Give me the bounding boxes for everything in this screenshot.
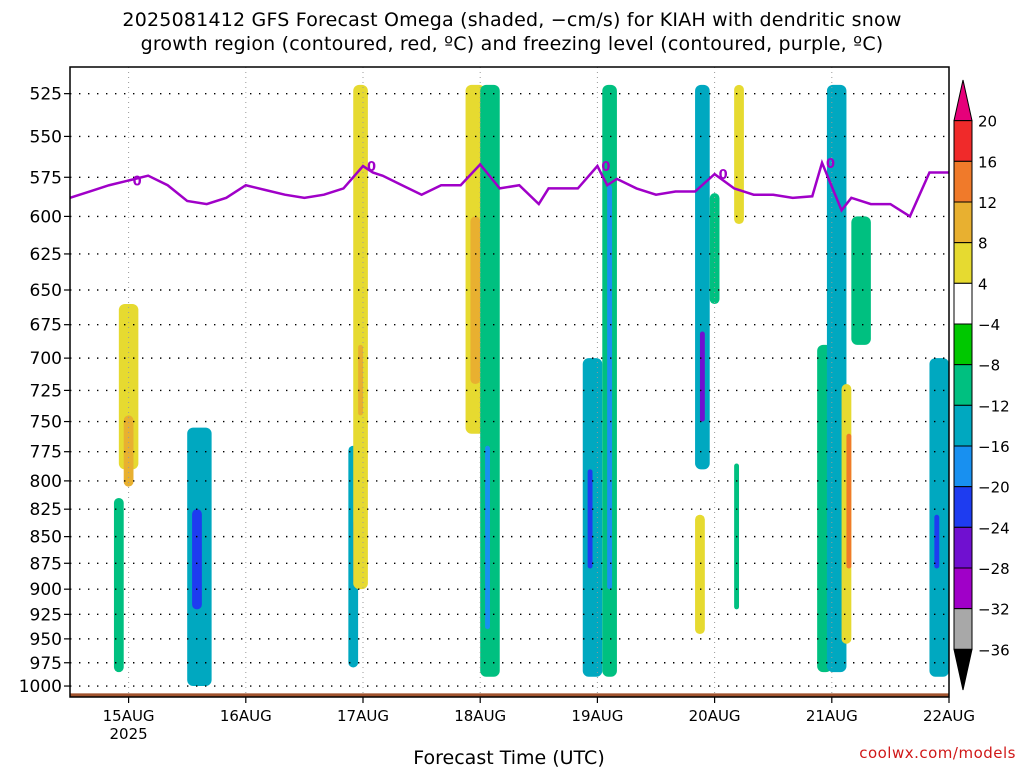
freezing-level-labels: 0 0 0 0 0 — [133, 157, 835, 190]
colorbar-segment — [953, 120, 973, 162]
x-tick-label: 16AUG — [220, 707, 272, 725]
omega-region — [699, 331, 705, 422]
colorbar-segment — [953, 526, 973, 569]
x-tick-label: 21AUG — [806, 707, 858, 725]
y-tick-label: 925 — [30, 605, 62, 625]
y-tick-label: 825 — [30, 500, 62, 520]
omega-region — [846, 433, 852, 569]
colorbar-segment — [953, 648, 973, 691]
colorbar-segment — [953, 79, 973, 122]
omega-region — [587, 469, 593, 569]
freezing-level-line — [69, 159, 949, 219]
colorbar: 20 16 12 8 4 −4 −8 −12 −16 −20 −24 −28 −32 −36 — [953, 79, 1010, 691]
colorbar-label: −16 — [978, 438, 1010, 456]
plot-frame — [69, 66, 950, 698]
y-tick-label: 575 — [30, 168, 62, 188]
colorbar-label: −4 — [978, 316, 1000, 334]
colorbar-segment — [953, 608, 973, 650]
colorbar-segment — [953, 445, 973, 488]
y-tick-label: 875 — [30, 554, 62, 574]
colorbar-label: 4 — [978, 275, 988, 293]
colorbar-label: 20 — [978, 113, 997, 131]
chart-title-line-1: 2025081412 GFS Forecast Omega (shaded, −… — [122, 9, 902, 31]
colorbar-segment — [953, 160, 973, 203]
colorbar-label: −8 — [978, 357, 1000, 375]
freezing-level-label: 0 — [133, 174, 142, 189]
x-tick-label: 17AUG — [337, 707, 389, 725]
colorbar-label: −20 — [978, 479, 1010, 497]
y-tick-label: 750 — [30, 413, 62, 433]
omega-region — [353, 84, 368, 590]
colorbar-segment — [953, 323, 973, 366]
source-watermark: coolwx.com/models — [859, 744, 1016, 762]
omega-region — [113, 497, 124, 673]
y-tick-label: 850 — [30, 528, 62, 548]
colorbar-segment — [953, 282, 973, 325]
colorbar-segment — [953, 242, 973, 284]
colorbar-label: −12 — [978, 397, 1010, 415]
colorbar-segment — [953, 364, 973, 406]
y-tick-label: 625 — [30, 245, 62, 265]
omega-region — [358, 344, 363, 416]
omega-region — [934, 514, 940, 569]
x-tick-label: 15AUG — [103, 707, 155, 725]
y-tick-label: 900 — [30, 580, 62, 600]
x-tick-label: 22AUG — [923, 707, 975, 725]
omega-shaded-regions — [113, 84, 949, 687]
colorbar-label: 8 — [978, 235, 988, 253]
omega-region — [734, 84, 744, 225]
freezing-level-label: 0 — [719, 168, 728, 183]
colorbar-label: 16 — [978, 153, 997, 171]
freezing-level-label: 0 — [367, 160, 376, 175]
freezing-level-label: 0 — [826, 157, 835, 172]
x-tick-sublabel: 2025 — [110, 725, 148, 743]
y-tick-label: 725 — [30, 381, 62, 401]
omega-region — [485, 445, 490, 630]
grid-lines — [70, 67, 949, 697]
y-tick-label: 600 — [30, 207, 62, 227]
omega-region — [192, 509, 202, 610]
y-tick-label: 975 — [30, 654, 62, 674]
colorbar-label: −28 — [978, 560, 1010, 578]
colorbar-label: −32 — [978, 601, 1010, 619]
colorbar-segment — [953, 201, 973, 244]
y-tick-label: 550 — [30, 127, 62, 147]
y-tick-label: 700 — [30, 349, 62, 369]
colorbar-segment — [953, 567, 973, 610]
colorbar-segment — [953, 486, 973, 528]
terrain-fill — [70, 693, 949, 697]
omega-region — [470, 216, 481, 385]
x-axis-label: Forecast Time (UTC) — [413, 747, 604, 768]
colorbar-label: −24 — [978, 519, 1010, 537]
omega-region — [695, 514, 705, 635]
omega-region — [851, 216, 871, 345]
colorbar-segment — [953, 404, 973, 447]
y-tick-label: 775 — [30, 443, 62, 463]
chart-title-line-2: growth region (contoured, red, ºC) and f… — [140, 33, 884, 55]
y-axis-ticks: 525 550 575 600 625 650 675 700 725 750 775 800 825 8… — [19, 85, 70, 697]
omega-region — [709, 193, 720, 305]
omega-region — [607, 185, 613, 590]
x-tick-label: 19AUG — [571, 707, 623, 725]
y-tick-label: 800 — [30, 472, 62, 492]
y-tick-label: 675 — [30, 316, 62, 336]
y-tick-label: 1000 — [19, 677, 62, 697]
colorbar-label: −36 — [978, 641, 1010, 659]
y-tick-label: 525 — [30, 85, 62, 105]
y-tick-label: 950 — [30, 630, 62, 650]
omega-region — [123, 415, 134, 487]
freezing-level-label: 0 — [601, 160, 610, 175]
y-tick-label: 650 — [30, 281, 62, 301]
x-tick-label: 18AUG — [454, 707, 506, 725]
x-tick-label: 20AUG — [689, 707, 741, 725]
colorbar-label: 12 — [978, 194, 997, 212]
